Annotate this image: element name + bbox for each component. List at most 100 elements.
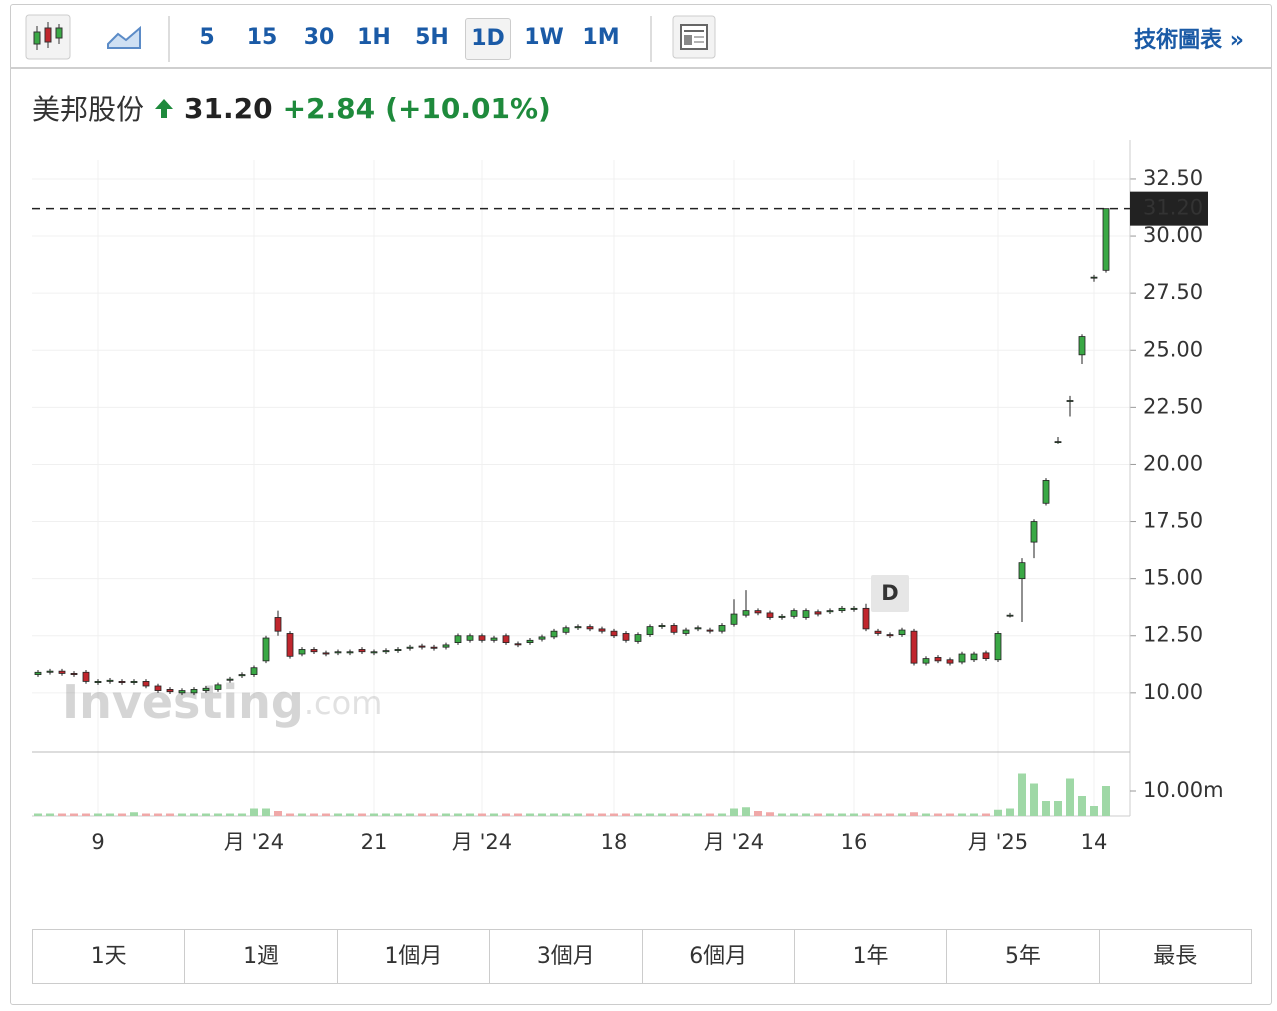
y-tick-label: 30.00 (1143, 223, 1203, 247)
interval-button[interactable]: 5H (415, 25, 449, 50)
volume-bar (526, 813, 534, 816)
volume-bar (766, 812, 774, 816)
candle-body (622, 633, 630, 641)
news-icon[interactable] (672, 15, 716, 59)
candle-body (994, 633, 1002, 661)
change-pct: (+10.01%) (385, 91, 551, 125)
candle-body (550, 630, 558, 638)
candle-body (430, 646, 438, 649)
candle-body (946, 659, 954, 664)
interval-button[interactable]: 5 (199, 25, 215, 50)
candle-body (958, 653, 966, 663)
volume-bar (370, 813, 378, 816)
volume-bar (862, 813, 870, 816)
volume-bar (130, 812, 138, 816)
candle-body (178, 690, 186, 694)
volume-bar (214, 813, 222, 816)
y-tick-label: 27.50 (1143, 280, 1203, 304)
volume-bar (778, 813, 786, 816)
candle-body (286, 633, 294, 657)
candle-body (982, 652, 990, 659)
range-button[interactable]: 1個月 (338, 930, 491, 983)
volume-bar (118, 813, 126, 816)
chart: 10.00 12.50 15.00 17.50 20.00 22.50 25.00 27.50… (32, 140, 1224, 854)
candle-body (202, 687, 210, 691)
volume-bar (418, 813, 426, 816)
range-button[interactable]: 1天 (33, 930, 186, 983)
interval-button[interactable]: 30 (303, 25, 335, 50)
volume-bar (958, 813, 966, 816)
volume-bar (454, 813, 462, 816)
x-tick-label: 月 '25 (968, 830, 1028, 854)
range-selector: 1天 1週 1個月 3個月 6個月 1年 5年 最長 (32, 929, 1252, 984)
candle-body (574, 626, 582, 629)
candle-body (238, 674, 246, 677)
candle-body (298, 649, 306, 655)
candle-body (694, 627, 702, 630)
y-tick-label: 32.50 (1143, 166, 1203, 190)
volume-bar (1018, 773, 1026, 816)
technical-chart-link[interactable]: 技術圖表 » (1134, 28, 1244, 53)
volume-bar (466, 813, 474, 816)
range-button[interactable]: 3個月 (490, 930, 643, 983)
candle-body (334, 651, 342, 654)
candle-body (514, 643, 522, 646)
volume-bar (1006, 808, 1014, 816)
candle-body (358, 649, 366, 653)
candle-body (670, 625, 678, 633)
interval-button[interactable]: 15 (246, 25, 278, 50)
candle-body (118, 681, 126, 683)
candle-body (886, 634, 894, 637)
volume-bar (754, 811, 762, 816)
line-icon[interactable] (106, 24, 142, 50)
toolbar: 5 15 30 1H 5H 1D 1W 1M 技術圖表 » (10, 4, 1272, 69)
volume-bar (202, 813, 210, 816)
volume-bar (790, 813, 798, 816)
candle-body (730, 613, 738, 625)
interval-button[interactable]: 1H (357, 25, 391, 50)
candle-body (370, 651, 378, 654)
candle-body (766, 612, 774, 618)
volume-bar (310, 813, 318, 816)
range-button[interactable]: 1年 (795, 930, 948, 983)
candle-body (454, 635, 462, 643)
x-tick-label: 21 (361, 830, 388, 854)
volume-bar (346, 813, 354, 816)
volume-bar (502, 813, 510, 816)
volume-bar (166, 813, 174, 816)
volume-bar (142, 813, 150, 816)
candle-body (406, 646, 414, 649)
candle-icon[interactable] (25, 14, 71, 60)
volume-bar (106, 813, 114, 816)
candle-body (646, 626, 654, 636)
volume-bar (226, 813, 234, 816)
volume-bar (178, 813, 186, 816)
candle-body (874, 630, 882, 634)
candle-body (190, 689, 198, 694)
volume-bar (910, 812, 918, 816)
volume-bar (322, 813, 330, 816)
candle-body (1102, 208, 1110, 271)
volume-bar (190, 813, 198, 816)
x-tick-label: 14 (1081, 830, 1108, 854)
interval-button[interactable]: 1M (582, 25, 620, 50)
volume-bar (1066, 778, 1074, 816)
candle-body (466, 635, 474, 641)
volume-bar (262, 808, 270, 816)
volume-bar (922, 813, 930, 816)
range-button[interactable]: 6個月 (643, 930, 795, 983)
volume-bar (682, 813, 690, 816)
candle-body (910, 630, 918, 664)
candle-body (598, 628, 606, 632)
range-button[interactable]: 最長 (1153, 944, 1198, 969)
range-button[interactable]: 1週 (185, 930, 338, 983)
candle-body (226, 678, 234, 681)
interval-button[interactable]: 1W (524, 25, 564, 50)
volume-bar (406, 813, 414, 816)
volume-bar (898, 813, 906, 816)
candle-body (106, 679, 114, 682)
range-button[interactable]: 5年 (947, 930, 1100, 983)
up-arrow (155, 99, 174, 118)
interval-button[interactable]: 1D (465, 18, 511, 60)
volume-bar (970, 813, 978, 816)
